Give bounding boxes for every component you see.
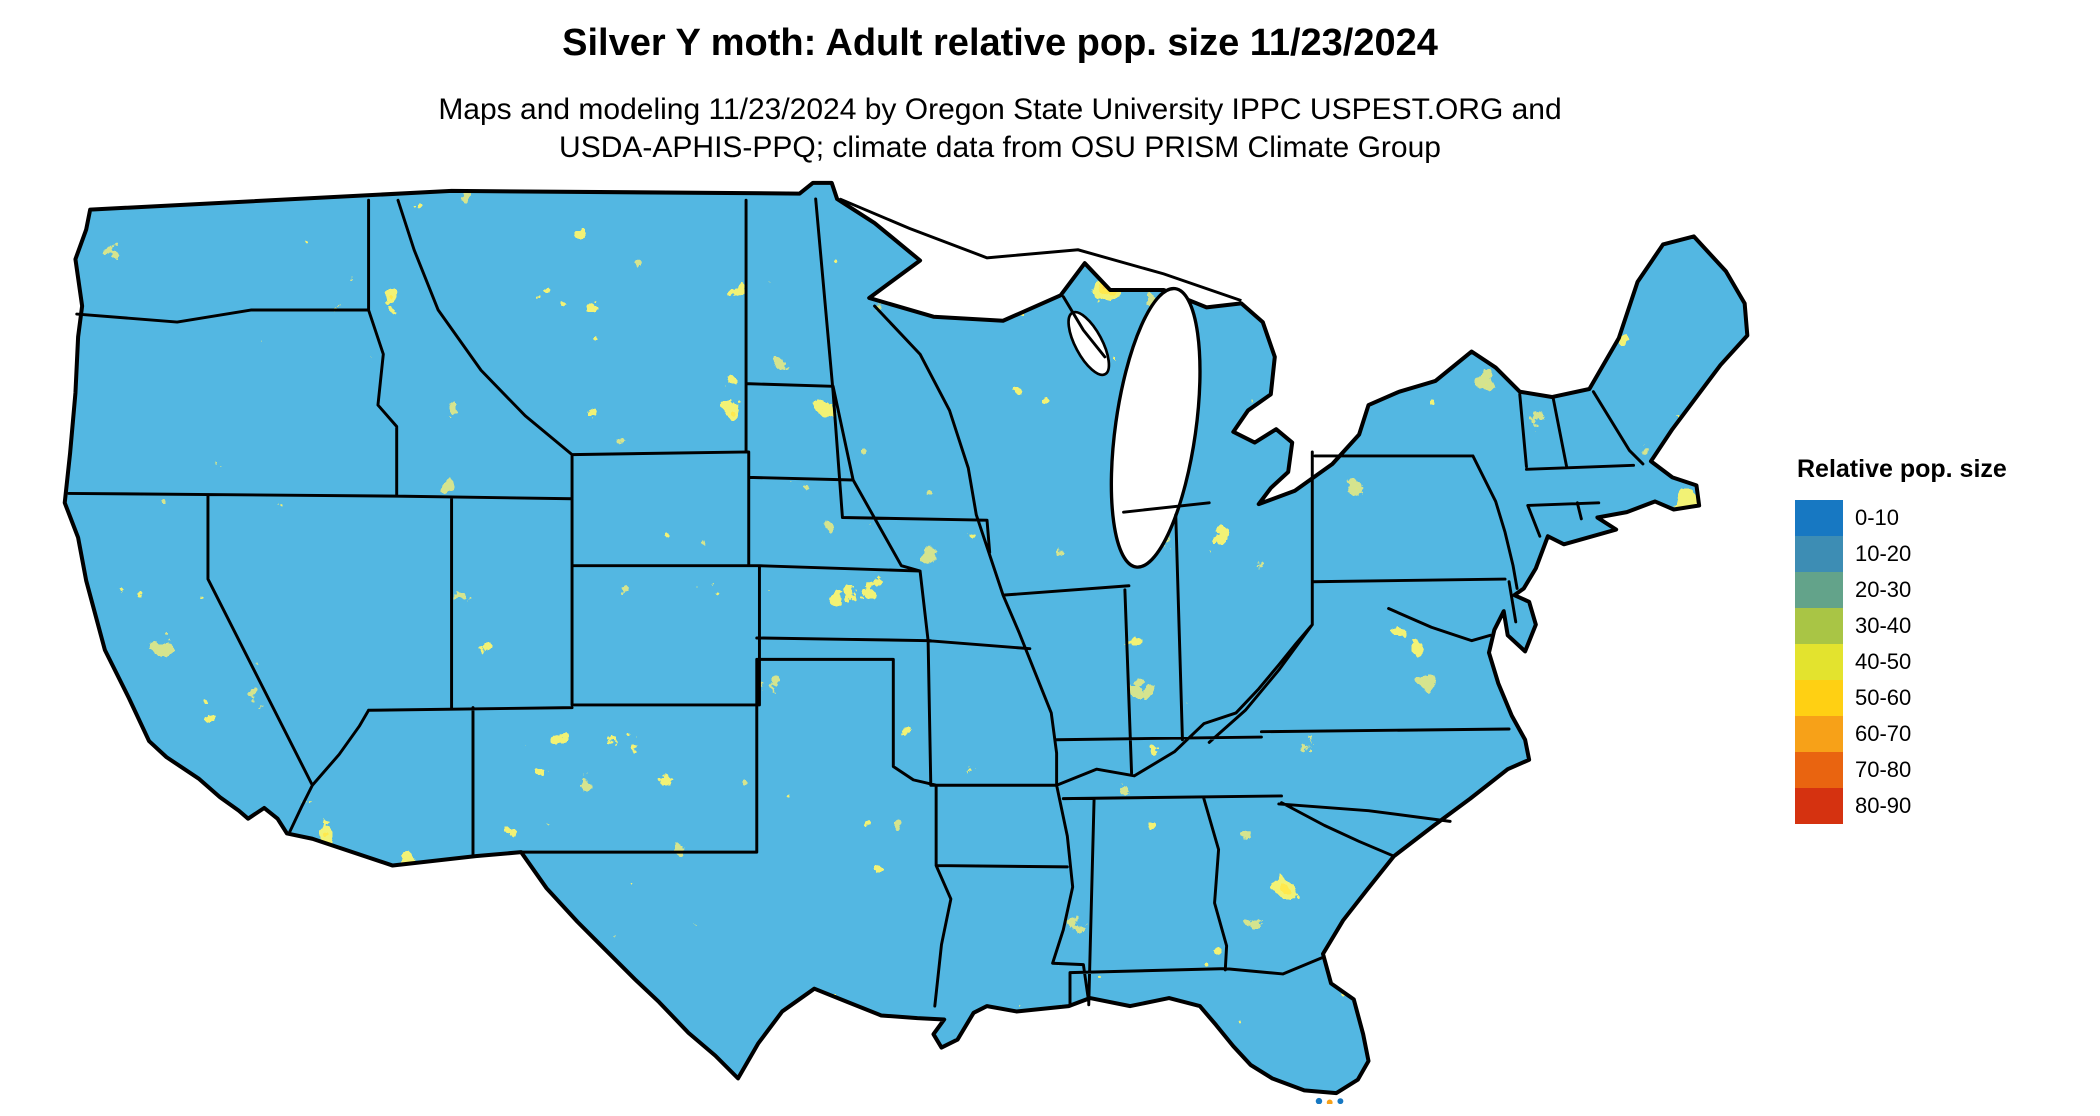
legend-label: 40-50 xyxy=(1855,649,1912,674)
legend-item: 50-60 xyxy=(1795,680,2085,716)
legend-item: 60-70 xyxy=(1795,716,2085,752)
legend-items: 0-10 10-20 20-30 30-40 40-50 50-60 60-70 70-80 8… xyxy=(1795,500,2085,824)
legend-swatch xyxy=(1795,644,1843,680)
subtitle-line-1: Maps and modeling 11/23/2024 by Oregon S… xyxy=(438,93,1562,126)
legend-label: 70-80 xyxy=(1855,757,1912,782)
subtitle-line-2: USDA-APHIS-PPQ; climate data from OSU PR… xyxy=(559,130,1441,164)
legend-label: 80-90 xyxy=(1855,793,1912,818)
map-raster-group xyxy=(64,182,1748,1094)
legend-swatch xyxy=(1795,572,1843,608)
legend-label: 50-60 xyxy=(1855,685,1912,710)
florida-keys xyxy=(1315,1097,1344,1104)
legend-label: 20-30 xyxy=(1855,577,1912,602)
legend-label: 0-10 xyxy=(1855,505,1900,530)
legend-swatch xyxy=(1795,788,1843,824)
us-map-svg xyxy=(62,180,1750,1104)
legend-item: 40-50 xyxy=(1795,644,2085,680)
legend-label: 10-20 xyxy=(1855,541,1912,566)
map-header: Silver Y moth: Adult relative pop. size … xyxy=(0,22,2000,166)
page-title: Silver Y moth: Adult relative pop. size … xyxy=(562,22,1438,64)
legend-label: 30-40 xyxy=(1855,613,1912,638)
page-subtitle: Maps and modeling 11/23/2024 by Oregon S… xyxy=(0,91,2000,166)
legend-swatch xyxy=(1795,680,1843,716)
legend-label: 60-70 xyxy=(1855,721,1912,746)
legend-swatch xyxy=(1795,536,1843,572)
legend-swatch xyxy=(1795,608,1843,644)
legend-swatch xyxy=(1795,752,1843,788)
legend-item: 0-10 xyxy=(1795,500,2085,536)
legend-swatch xyxy=(1795,500,1843,536)
legend-item: 70-80 xyxy=(1795,752,2085,788)
border-lake-superior xyxy=(839,197,1242,303)
lake-michigan xyxy=(1109,286,1202,569)
legend-item: 80-90 xyxy=(1795,788,2085,824)
legend-title: Relative pop. size xyxy=(1797,455,2007,483)
us-population-map xyxy=(50,180,1750,1104)
legend-swatch xyxy=(1795,716,1843,752)
legend-item: 30-40 xyxy=(1795,608,2085,644)
us-outline xyxy=(62,180,1750,1096)
legend-item: 20-30 xyxy=(1795,572,2085,608)
legend-item: 10-20 xyxy=(1795,536,2085,572)
state-borders xyxy=(67,197,1645,1008)
map-raster xyxy=(64,182,1748,1094)
map-legend: Relative pop. size 0-10 10-20 20-30 30-40 40… xyxy=(1795,455,2085,824)
